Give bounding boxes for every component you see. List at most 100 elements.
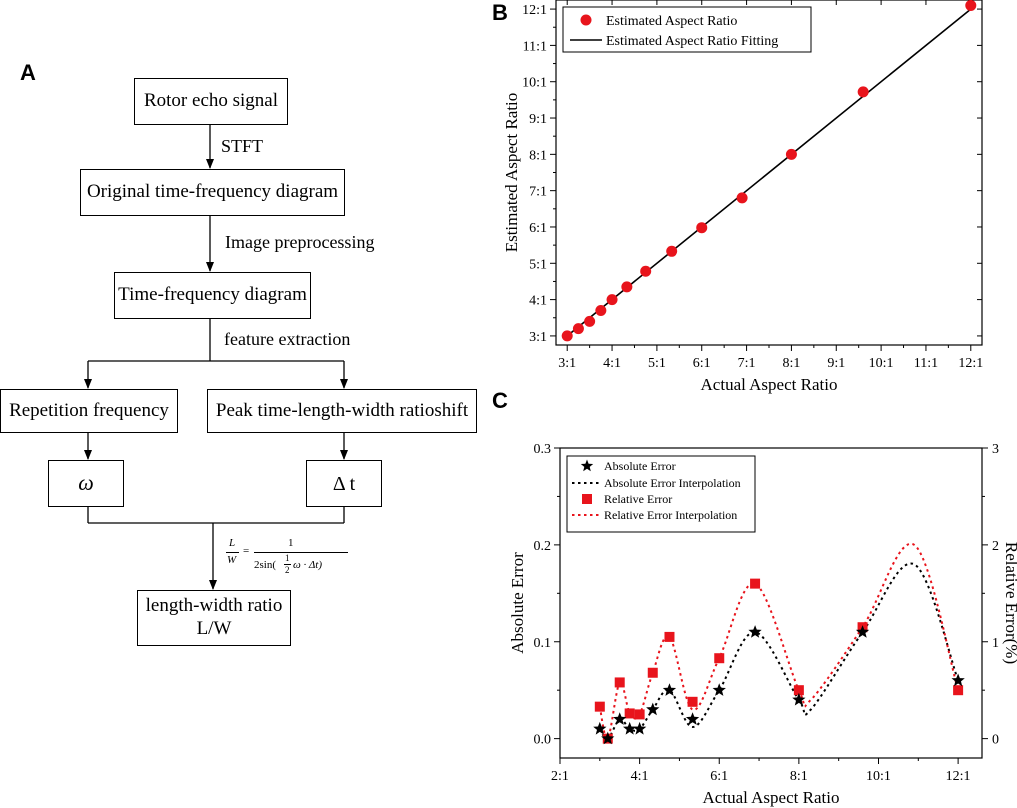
chart-b-point — [785, 148, 797, 160]
chart-c-rel-point — [647, 667, 658, 678]
box-omega: ω — [48, 460, 124, 507]
chart-c-xlabel: Actual Aspect Ratio — [703, 788, 840, 807]
chart-c-abs-point — [951, 673, 965, 687]
chart-c-rel-point — [594, 701, 605, 712]
chart-c-abs-point — [855, 625, 870, 638]
chart-b-xtick-label: 12:1 — [958, 356, 983, 371]
chart-c-abs-point — [623, 721, 637, 735]
chart-b-point — [621, 281, 633, 293]
chart-c-legend-label-abs-interp: Absolute Error Interpolation — [604, 476, 741, 490]
chart-b-xlabel: Actual Aspect Ratio — [701, 375, 838, 394]
chart-b-xtick-label: 6:1 — [693, 356, 711, 371]
chart-b-xtick-label: 8:1 — [782, 356, 800, 371]
chart-b-ytick-label: 12:1 — [522, 3, 547, 18]
chart-c-xtick-label: 2:1 — [551, 769, 569, 784]
chart-c-rel-point — [614, 677, 625, 688]
box-tfd: Time-frequency diagram — [114, 272, 311, 319]
panel-b-label: B — [492, 0, 508, 25]
chart-b-legend-box — [562, 6, 812, 53]
chart-b-point — [666, 245, 678, 257]
chart-b-point — [561, 330, 573, 342]
formula-half-bar — [284, 564, 291, 565]
chart-b-legend-label-fit: Estimated Aspect Ratio Fitting — [606, 34, 778, 49]
box-peak-time: Peak time-length-width ratioshift — [207, 389, 477, 433]
chart-b-xtick-label: 10:1 — [869, 356, 894, 371]
formula-lhs-num: L — [229, 537, 236, 549]
formula-rhs-den-pre: 2sin( — [254, 559, 276, 571]
chart-c-ytick-label: 0.1 — [534, 636, 552, 651]
chart-b-point — [696, 222, 708, 234]
box-result-line2: L/W — [196, 618, 232, 639]
chart-c-abs-interp-line — [598, 562, 960, 740]
chart-b-ytick-label: 4:1 — [529, 294, 547, 309]
formula-rhs-den-post: ω · Δt) — [293, 559, 322, 571]
formula-rhs-num: 1 — [288, 537, 294, 549]
label-stft: STFT — [221, 136, 264, 156]
formula-half-num: 1 — [285, 553, 290, 563]
chart-c-legend-label-rel-interp: Relative Error Interpolation — [604, 508, 737, 522]
chart-c-y2label: Relative Error(%) — [1002, 542, 1017, 664]
chart-b-ytick-label: 3:1 — [529, 330, 547, 345]
chart-c-xtick-label: 6:1 — [710, 769, 728, 784]
chart-c-rel-point — [953, 685, 964, 696]
chart-c-abs-point — [646, 702, 660, 716]
formula: L W = 1 2sin( 1 2 ω · Δt) — [226, 537, 348, 579]
chart-b-xtick-label: 9:1 — [827, 356, 845, 371]
chart-c-ylabel: Absolute Error — [508, 552, 527, 654]
chart-b-point — [595, 305, 607, 316]
box-rotor-echo-signal: Rotor echo signal — [134, 78, 288, 125]
chart-c-rel-interp-line — [598, 542, 960, 740]
formula-eq: = — [243, 545, 250, 557]
chart-c-y2tick-label: 2 — [992, 539, 999, 554]
chart-c-rel-point — [750, 578, 761, 589]
chart-b-point — [965, 0, 977, 11]
chart-c-y2tick-label: 1 — [992, 636, 999, 651]
chart-c-rel-point — [634, 709, 645, 720]
box-result-line1: length-width ratio — [145, 595, 283, 617]
chart-c-ytick-label: 0.0 — [534, 733, 552, 748]
chart-b-ytick-label: 5:1 — [529, 257, 547, 272]
chart-b-point — [572, 323, 584, 335]
chart-c-abs-point — [748, 625, 762, 638]
chart-c-y2tick-label: 3 — [992, 442, 999, 457]
chart-b-ytick-label: 8:1 — [529, 148, 547, 163]
chart-c-abs-point — [685, 712, 700, 725]
chart-b-legend-label-points: Estimated Aspect Ratio — [606, 14, 737, 29]
chart-b-point — [584, 315, 596, 327]
chart-c-frame — [559, 447, 983, 759]
chart-b-ytick-label: 10:1 — [522, 76, 547, 91]
box-repetition-frequency: Repetition frequency — [0, 389, 178, 433]
panel-a-label: A — [20, 60, 36, 85]
box-result: length-width ratio L/W — [137, 590, 291, 646]
chart-b-xtick-label: 4:1 — [603, 356, 621, 371]
box-original-tfd: Original time-frequency diagram — [80, 169, 345, 216]
chart-c-xtick-label: 12:1 — [946, 769, 971, 784]
chart-b-point — [857, 86, 869, 98]
box-delta-t: Δ t — [306, 460, 382, 507]
chart-c-xtick-label: 8:1 — [790, 769, 808, 784]
chart-b-point — [606, 294, 618, 306]
chart-b-xtick-label: 7:1 — [738, 356, 756, 371]
chart-c-abs-point — [633, 721, 647, 735]
chart-c-rel-point — [714, 653, 725, 664]
chart-c-abs-point — [613, 712, 627, 725]
chart-b-xtick-label: 5:1 — [648, 356, 666, 371]
chart-c-abs-point — [593, 721, 607, 735]
formula-lhs-bar — [226, 552, 239, 553]
chart-c-abs-point — [712, 683, 726, 696]
chart-c-abs-point — [792, 692, 806, 706]
chart-c-legend-marker-abs — [580, 459, 594, 472]
chart-b-ytick-label: 7:1 — [529, 185, 547, 200]
chart-b-fit-line — [565, 4, 976, 338]
chart-c-legend-marker-rel — [582, 494, 592, 504]
formula-rhs-bar — [254, 552, 348, 553]
formula-half-den: 2 — [285, 565, 290, 575]
chart-c-rel-point — [624, 708, 635, 719]
chart-b-ytick-label: 6:1 — [529, 221, 547, 236]
chart-b-point — [640, 265, 652, 277]
chart-c-rel-point — [664, 631, 675, 642]
formula-lhs-den: W — [227, 554, 237, 566]
chart-c-abs-point — [601, 731, 615, 745]
